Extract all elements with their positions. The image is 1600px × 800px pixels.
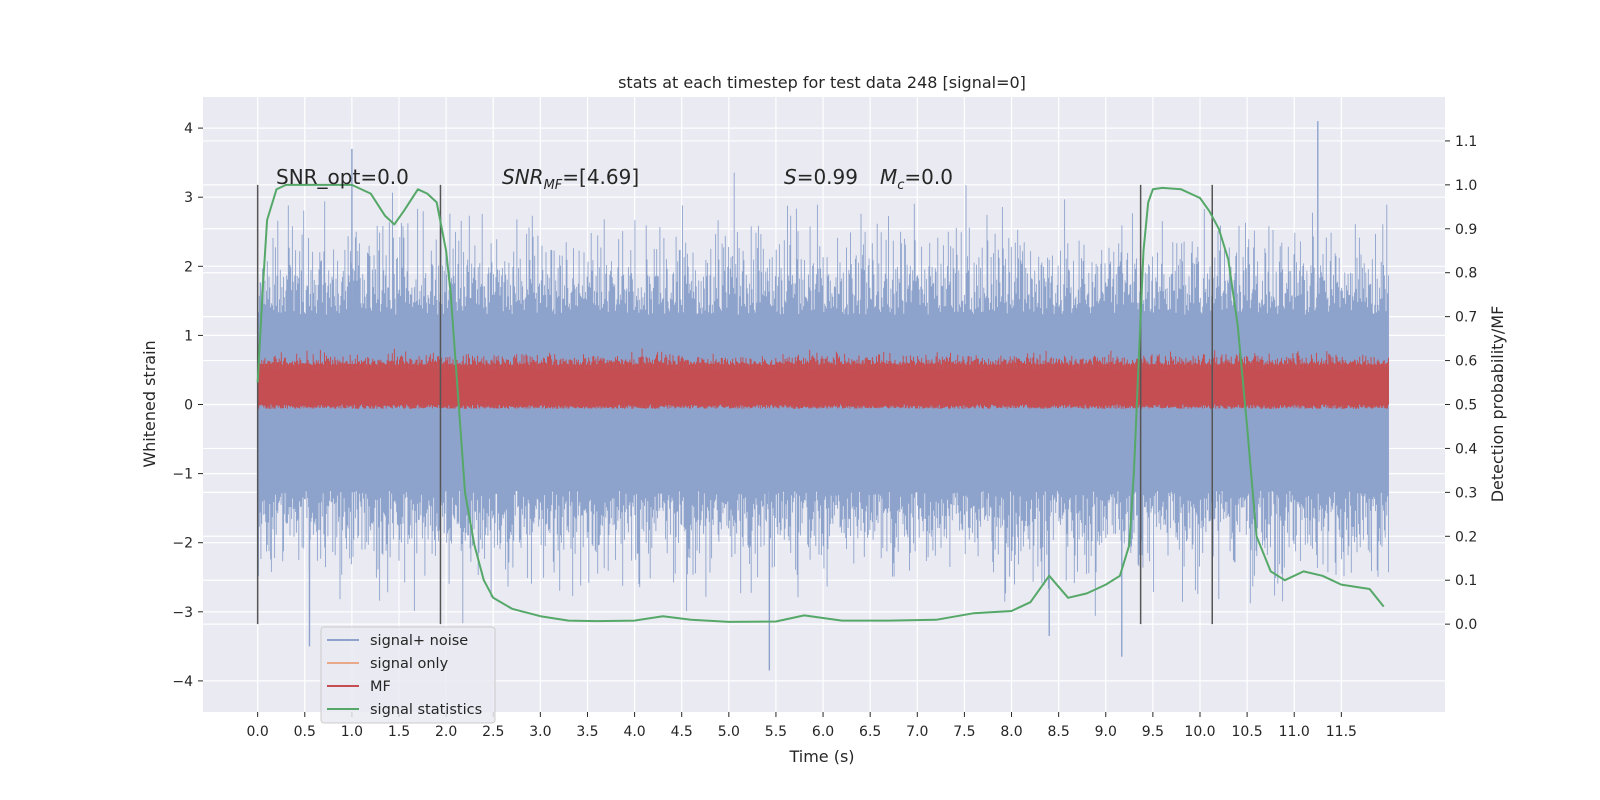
- snr-mf-prefix: SNR: [502, 165, 544, 189]
- y2-tick-label: 0.0: [1455, 617, 1477, 633]
- x-tick-label: 5.0: [718, 724, 740, 740]
- x-tick-label: 0.0: [247, 724, 269, 740]
- signal-statistics-line: [256, 183, 1385, 623]
- y2-tick-label: 0.1: [1455, 573, 1477, 589]
- x-tick-label: 8.5: [1048, 724, 1070, 740]
- x-tick-label: 0.5: [294, 724, 316, 740]
- y2-tick-label: 0.8: [1455, 266, 1477, 282]
- y2-tick-label: 1.1: [1455, 134, 1477, 150]
- legend-label-mf: MF: [370, 679, 391, 695]
- annotation-snr-opt: SNR_opt=0.0: [276, 165, 409, 189]
- y-tick-label: 4: [184, 121, 193, 137]
- x-tick-label: 6.5: [859, 724, 881, 740]
- y2-tick-label: 0.2: [1455, 529, 1477, 545]
- x-tick-label: 10.0: [1184, 724, 1215, 740]
- y2-tick-label: 0.9: [1455, 222, 1477, 238]
- x-tick-label: 1.0: [341, 724, 363, 740]
- y-tick-label: −1: [172, 467, 193, 483]
- mc-symbol: M: [880, 165, 897, 189]
- s-value: =0.99: [797, 165, 858, 189]
- x-tick-label: 3.5: [576, 724, 598, 740]
- y-tick-label: −3: [172, 605, 193, 621]
- annotation-s: S=0.99: [784, 165, 858, 189]
- y-tick-label: 0: [184, 398, 193, 414]
- x-tick-label: 2.0: [435, 724, 457, 740]
- chart-title: stats at each timestep for test data 248…: [618, 73, 1026, 92]
- x-tick-label: 1.5: [388, 724, 410, 740]
- annotation-mc: Mc=0.0: [880, 165, 953, 193]
- mc-subscript: c: [897, 178, 904, 193]
- y2-tick-label: 0.3: [1455, 485, 1477, 501]
- x-tick-label: 4.5: [671, 724, 693, 740]
- legend-label-signal-only: signal only: [370, 656, 449, 672]
- y-tick-label: −4: [172, 674, 193, 690]
- legend: signal+ noise signal only MF signal stat…: [320, 626, 496, 724]
- x-tick-label: 8.0: [1000, 724, 1022, 740]
- y-tick-label: −2: [172, 536, 193, 552]
- x-tick-label: 2.5: [482, 724, 504, 740]
- x-tick-label: 9.5: [1142, 724, 1164, 740]
- x-tick-label: 7.5: [953, 724, 975, 740]
- y-tick-label: 1: [184, 328, 193, 344]
- y2-tick-label: 0.7: [1455, 310, 1477, 326]
- x-tick-label: 5.5: [765, 724, 787, 740]
- y-tick-label: 3: [184, 190, 193, 206]
- y-axis-label: Whitened strain: [140, 340, 159, 467]
- y2-tick-label: 0.6: [1455, 354, 1477, 370]
- x-tick-label: 9.0: [1095, 724, 1117, 740]
- x-tick-label: 11.5: [1326, 724, 1357, 740]
- axis-ticks: 0.0 0.5 1.0 1.5 2.0 2.5 3.0 3.5 4.0 4.5 5.0 5.5 6.0 6…: [172, 121, 1477, 740]
- x-axis-label: Time (s): [788, 747, 854, 766]
- x-tick-label: 11.0: [1279, 724, 1310, 740]
- series-signal-statistics: [256, 183, 1385, 625]
- x-tick-label: 3.0: [529, 724, 551, 740]
- x-tick-label: 7.0: [906, 724, 928, 740]
- legend-label-signal-noise: signal+ noise: [370, 633, 468, 649]
- y2-tick-label: 0.5: [1455, 398, 1477, 414]
- x-tick-label: 4.0: [623, 724, 645, 740]
- y-tick-label: 2: [184, 259, 193, 275]
- snr-mf-subscript: MF: [544, 178, 563, 193]
- legend-box: [320, 626, 496, 724]
- y2-tick-label: 0.4: [1455, 441, 1477, 457]
- legend-label-signal-statistics: signal statistics: [370, 702, 482, 718]
- snr-mf-value: =[4.69]: [562, 165, 639, 189]
- s-symbol: S: [784, 165, 797, 189]
- x-tick-label: 10.5: [1232, 724, 1263, 740]
- y2-tick-label: 1.0: [1455, 178, 1477, 194]
- y2-axis-label: Detection probability/MF: [1488, 306, 1507, 503]
- mc-value: =0.0: [904, 165, 953, 189]
- x-tick-label: 6.0: [812, 724, 834, 740]
- annotation-snr-mf: SNRMF=[4.69]: [502, 165, 639, 193]
- series-mf: [257, 348, 1389, 409]
